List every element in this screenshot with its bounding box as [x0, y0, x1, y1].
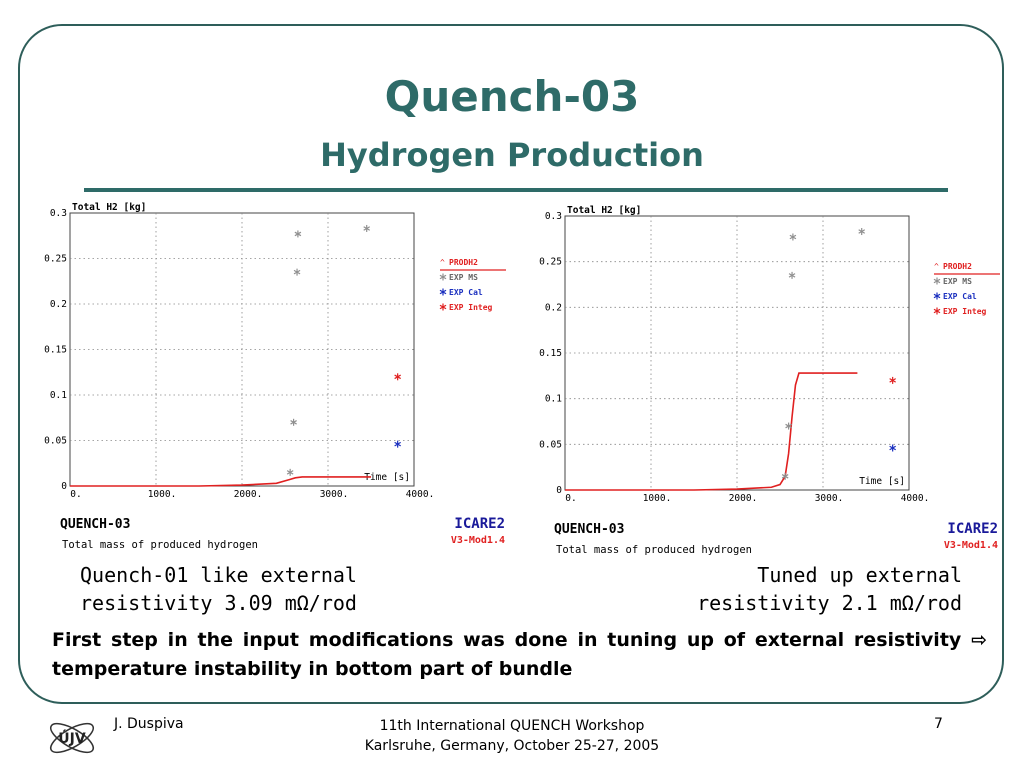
slide-subtitle: Hydrogen Production: [320, 136, 704, 174]
y-tick-label: 0.05: [44, 436, 67, 447]
x-tick-label: 4000.: [901, 493, 930, 504]
data-point-exp-ms: [286, 468, 294, 476]
left-chart: 0 0.05 0.1 0.15 0.2 0.25 0.3 0. 1000. 2000. 3000. 4…: [30, 200, 530, 555]
legend-marker: [439, 288, 447, 296]
left-caption-line1: Quench-01 like external: [80, 563, 357, 587]
y-tick-label: 0.1: [50, 390, 67, 401]
legend-marker: [439, 273, 447, 281]
footer-event-line2: Karlsruhe, Germany, October 25-27, 2005: [364, 738, 660, 754]
code-version-label: V3-Mod1.4: [944, 540, 998, 551]
code-name-label: ICARE2: [454, 516, 505, 532]
y-tick-label: 0.15: [44, 345, 67, 356]
right-caption-line2: resistivity 2.1 mΩ/rod: [697, 591, 962, 615]
legend-label: EXP MS: [943, 277, 972, 286]
data-point-exp-ms: [785, 422, 792, 430]
ujv-logo: ÚJV: [44, 712, 100, 768]
x-axis-title: Time [s]: [364, 472, 410, 483]
legend-label: EXP Cal: [449, 288, 483, 297]
y-tick-label: 0: [61, 481, 67, 492]
atom-logo-icon: ÚJV: [49, 722, 95, 754]
data-point-exp-ms: [858, 228, 866, 236]
data-point-exp-ms: [788, 271, 796, 279]
data-point-exp-cal: [889, 444, 896, 452]
title-divider: [84, 188, 948, 192]
x-tick-label: 2000.: [234, 489, 263, 500]
x-tick-label: 0.: [70, 489, 81, 500]
chart-case-label: QUENCH-03: [60, 517, 130, 532]
data-point-exp-cal: [394, 440, 401, 448]
left-caption-line2: resistivity 3.09 mΩ/rod: [80, 591, 357, 615]
y-tick-label: 0.25: [44, 254, 67, 265]
x-axis-title: Time [s]: [859, 476, 905, 487]
x-tick-label: 4000.: [406, 489, 435, 500]
y-tick-label: 0.2: [545, 302, 562, 313]
data-point-exp-ms: [781, 472, 789, 480]
right-caption: Tuned up external resistivity 2.1 mΩ/rod: [697, 561, 962, 617]
legend-label: PRODH2: [449, 258, 478, 267]
right-arrow-icon: ⇨: [971, 629, 987, 651]
legend-marker: [933, 307, 941, 315]
legend-label: EXP MS: [449, 273, 478, 282]
data-point-exp-ms: [363, 224, 371, 232]
x-tick-label: 0.: [565, 493, 576, 504]
data-point-exp-ms: [293, 268, 301, 276]
footer-event-line1: 11th International QUENCH Workshop: [379, 718, 645, 734]
x-tick-label: 1000.: [643, 493, 672, 504]
y-tick-label: 0.25: [539, 257, 562, 268]
x-tick-label: 3000.: [320, 489, 349, 500]
logo-text: ÚJV: [58, 729, 86, 747]
note-text-part1: First step in the input modifications wa…: [52, 629, 962, 651]
data-point-exp-ms: [789, 233, 797, 241]
footer-author: J. Duspiva: [114, 716, 184, 732]
left-caption: Quench-01 like external resistivity 3.09…: [80, 561, 357, 617]
y-tick-label: 0: [556, 485, 562, 496]
y-axis-title: Total H2 [kg]: [567, 205, 641, 216]
y-tick-label: 0.3: [545, 211, 562, 222]
chart-case-label: QUENCH-03: [554, 522, 624, 537]
legend-label: EXP Integ: [449, 303, 493, 312]
y-tick-label: 0.05: [539, 439, 562, 450]
right-chart: 0 0.05 0.1 0.15 0.2 0.25 0.3 0. 1000. 2000. 3000. 4…: [524, 204, 1014, 560]
data-point-exp-ms: [294, 230, 302, 238]
data-point-exp-ms: [290, 418, 297, 426]
footer-page-number: 7: [934, 716, 943, 732]
x-tick-label: 2000.: [729, 493, 758, 504]
slide-frame: [18, 24, 1004, 704]
code-name-label: ICARE2: [947, 521, 998, 537]
chart-description: Total mass of produced hydrogen: [556, 544, 752, 556]
right-caption-line1: Tuned up external: [757, 563, 962, 587]
legend-label: EXP Integ: [943, 307, 987, 316]
legend-marker: [439, 303, 447, 311]
legend-marker: [933, 292, 941, 300]
x-tick-label: 3000.: [815, 493, 844, 504]
legend-marker: [933, 277, 941, 285]
data-point-exp-integ: [394, 373, 401, 381]
y-axis-title: Total H2 [kg]: [72, 202, 146, 213]
legend-marker: ^: [934, 262, 939, 271]
note-text-part2: temperature instability in bottom part o…: [52, 658, 573, 680]
y-tick-label: 0.2: [50, 299, 67, 310]
code-version-label: V3-Mod1.4: [451, 535, 505, 546]
left-chart-svg: 0 0.05 0.1 0.15 0.2 0.25 0.3 0. 1000. 2000. 3000. 4…: [44, 202, 506, 551]
legend-label: PRODH2: [943, 262, 972, 271]
legend-marker: ^: [440, 258, 445, 267]
series-line-prodh2: [565, 372, 858, 491]
x-tick-label: 1000.: [148, 489, 177, 500]
y-tick-label: 0.15: [539, 348, 562, 359]
data-point-exp-integ: [889, 376, 896, 384]
chart-description: Total mass of produced hydrogen: [62, 539, 258, 551]
y-tick-label: 0.1: [545, 394, 562, 405]
series-line-prodh2: [70, 476, 371, 487]
summary-note: First step in the input modifications wa…: [52, 626, 987, 684]
legend-label: EXP Cal: [943, 292, 977, 301]
right-chart-svg: 0 0.05 0.1 0.15 0.2 0.25 0.3 0. 1000. 2000. 3000. 4…: [539, 205, 1000, 556]
y-tick-label: 0.3: [50, 208, 67, 219]
slide-title: Quench-03: [384, 72, 640, 121]
footer-event: 11th International QUENCH Workshop Karls…: [312, 716, 712, 756]
